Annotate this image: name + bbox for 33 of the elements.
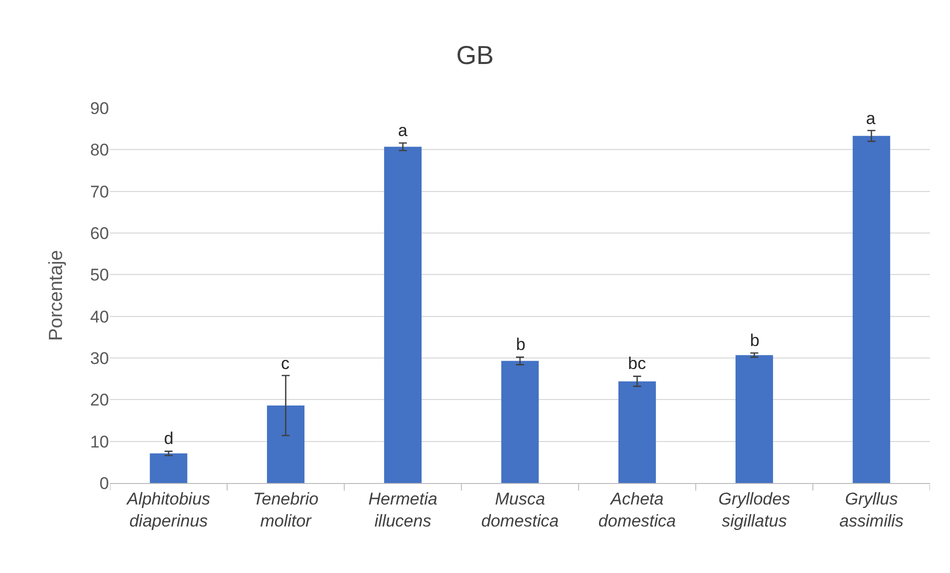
y-axis-title: Porcentaje — [46, 250, 67, 341]
y-tick-label: 0 — [100, 474, 109, 493]
bar — [736, 355, 774, 483]
x-tick-label: Acheta domestica — [598, 489, 676, 530]
x-tick-label: Gryllus assimilis — [839, 489, 904, 530]
y-tick-label: 10 — [90, 432, 109, 452]
x-tick-label: Tenebrio molitor — [252, 489, 318, 530]
y-tick-label: 80 — [90, 140, 109, 160]
y-tick-label: 40 — [90, 307, 109, 326]
bar — [266, 406, 304, 483]
y-tick-label: 60 — [90, 224, 109, 243]
bar — [384, 146, 422, 483]
chart-title: GB — [456, 40, 494, 70]
bar — [150, 453, 188, 483]
annotation: d — [164, 429, 174, 448]
annotation: c — [281, 354, 290, 373]
annotation: bc — [628, 354, 646, 373]
bar — [501, 360, 539, 483]
x-tick-label: Hermetia illucens — [368, 489, 438, 530]
y-tick-label: 70 — [90, 182, 109, 202]
bar — [852, 136, 890, 483]
annotation: a — [398, 121, 408, 140]
bar — [618, 381, 656, 483]
y-tick-label: 20 — [90, 390, 109, 410]
x-tick-label: Alphitobius diaperinus — [126, 489, 211, 530]
y-tick-label: 50 — [90, 266, 109, 285]
annotation: b — [750, 331, 760, 350]
y-tick-label: 90 — [90, 98, 109, 118]
x-tick-label: Musca domestica — [481, 489, 559, 530]
x-tick-label: Gryllodes sigillatus — [718, 489, 791, 530]
annotation: a — [866, 109, 876, 128]
annotation: b — [516, 335, 526, 354]
y-tick-label: 30 — [90, 348, 109, 368]
